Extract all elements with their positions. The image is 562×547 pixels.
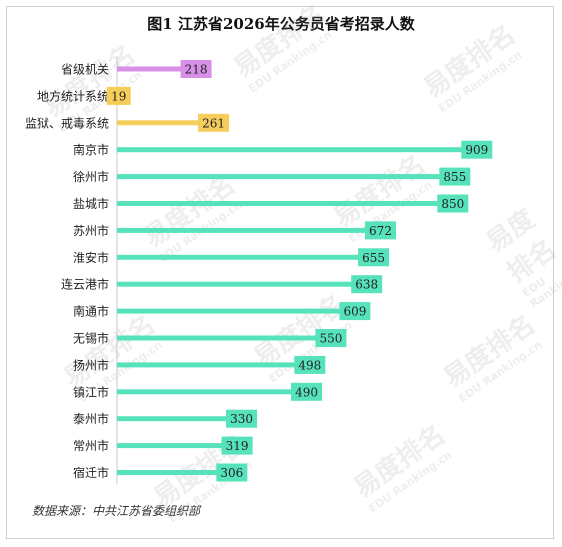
value-label: 909 [465,143,488,157]
category-label: 镇江市 [73,384,109,399]
value-label-box [216,463,248,482]
bar [117,389,317,395]
bar [117,254,384,260]
bar [117,147,487,153]
value-label: 855 [443,170,466,184]
value-label-box [198,113,230,132]
bar [117,120,224,126]
bar [117,66,206,72]
value-label-box [461,140,493,159]
value-label-box [315,329,347,347]
category-label: 省级机关 [61,63,109,77]
category-label: 连云港市 [61,277,109,292]
category-label: 宿迁市 [73,465,109,480]
data-source-note: 数据来源：中共江苏省委组织部 [32,504,201,518]
category-label: 苏州市 [73,223,109,238]
value-label: 330 [230,412,253,426]
value-label: 638 [355,278,378,292]
bar [117,201,463,206]
category-label: 淮安市 [73,250,109,265]
value-label: 850 [441,197,464,211]
value-label: 319 [226,439,249,453]
bar [117,174,465,180]
category-label: 无锡市 [73,331,109,346]
category-label: 监狱、戒毒系统 [25,116,109,130]
value-label: 550 [319,332,342,346]
bar [117,335,341,341]
bar [117,362,320,368]
value-label: 609 [343,305,366,319]
bar [117,443,247,449]
category-label: 南通市 [73,304,109,319]
value-label: 261 [202,116,225,130]
value-label: 655 [362,251,385,265]
category-label: 徐州市 [73,169,109,184]
bar [117,281,377,287]
value-label-box [294,355,326,374]
value-label-box [291,382,323,401]
value-label: 490 [295,385,318,399]
category-label: 泰州市 [73,411,109,426]
value-label: 218 [185,63,208,77]
category-label: 南京市 [73,142,109,157]
value-label: 672 [369,224,392,238]
value-label-box [339,302,371,321]
value-label-box [106,86,131,105]
chart-title: 图1 江苏省2026年公务员省考招录人数 [147,15,415,33]
value-label-box [226,409,258,428]
category-label: 扬州市 [73,357,109,372]
value-label-box [358,248,390,267]
bar [117,470,242,475]
value-label-box [365,221,396,240]
value-label: 498 [298,358,321,372]
bar [117,416,252,422]
category-label: 地方统计系统 [37,88,109,103]
value-label-box [437,194,469,213]
value-label: 306 [220,466,243,480]
value-label-box [351,275,383,294]
bar [117,308,365,314]
value-label-box [221,436,253,455]
value-label-box [180,60,212,78]
category-label: 盐城市 [73,196,109,211]
value-label-box [439,167,471,186]
category-label: 常州市 [73,438,109,453]
chart-frame [6,6,554,539]
value-label: 19 [111,89,126,103]
bar [117,227,390,233]
